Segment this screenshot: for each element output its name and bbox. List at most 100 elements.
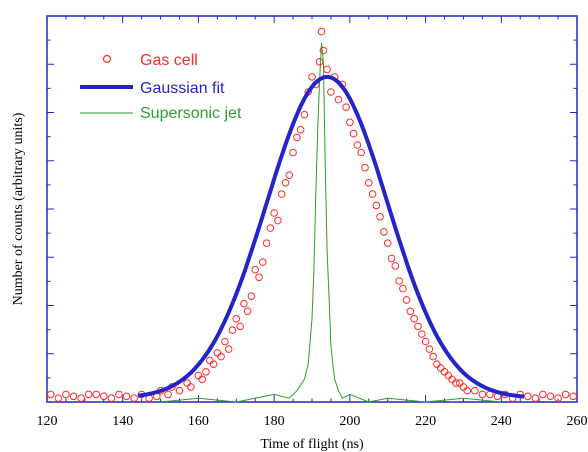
gas-cell-point [266, 224, 275, 232]
gas-cell-point [100, 392, 108, 401]
legend-label-gaussian-fit: Gaussian fit [140, 80, 225, 97]
gas-cell-point [319, 46, 328, 55]
gas-cell-point [539, 390, 547, 399]
gas-cell-point [164, 390, 172, 399]
gas-cell-point [228, 326, 237, 335]
gas-cell-point [349, 129, 358, 138]
gas-cell-point [554, 394, 562, 403]
gas-cell-point [463, 386, 472, 395]
gas-cell-point [425, 345, 434, 353]
gas-cell-point [368, 190, 377, 198]
gas-cell-point [387, 254, 396, 263]
x-tick-label: 160 [188, 414, 209, 429]
gas-cell-point [262, 239, 271, 247]
legend: Gas cell Gaussian fit Supersonic jet [80, 52, 242, 122]
x-tick-label: 260 [567, 414, 588, 429]
gas-cell-point [334, 95, 343, 104]
gas-cell-point [421, 337, 430, 346]
gas-cell-point [524, 392, 532, 401]
gas-cell-point [187, 383, 195, 391]
gas-cell-point [274, 216, 282, 225]
gas-cell-point [414, 322, 422, 331]
gas-cell-point [115, 390, 123, 399]
legend-label-gas-cell: Gas cell [140, 52, 198, 69]
gas-cell-point [281, 179, 290, 187]
gas-cell-point [84, 390, 93, 399]
gas-cell-point [452, 379, 460, 387]
gas-cell-point [455, 379, 464, 387]
gas-cell-point [383, 239, 392, 247]
gas-cell-point [406, 307, 415, 316]
series-line-gaussian-fit [137, 74, 525, 399]
gas-cell-point [376, 213, 384, 221]
gas-cell-point [365, 179, 373, 187]
gas-cell-point [429, 352, 437, 361]
gas-cell-point [259, 258, 267, 266]
gas-cell-point [217, 352, 225, 361]
gas-cell-point [546, 392, 555, 401]
gas-cell-point [317, 27, 326, 36]
gas-cell-point [270, 209, 278, 217]
gas-cell-point [399, 284, 407, 293]
gas-cell-point [395, 277, 403, 285]
gas-cell-point [361, 163, 369, 172]
gas-cell-point [410, 315, 419, 323]
gas-cell-point [308, 73, 316, 81]
gas-cell-point [107, 394, 116, 403]
gas-cell-point [92, 390, 100, 399]
gas-cell-point [418, 330, 426, 338]
gas-cell-point [569, 392, 578, 401]
gas-cell-point [531, 394, 540, 403]
x-axis-title: Time of flight (ns) [260, 437, 364, 452]
gas-cell-point [221, 337, 229, 346]
gas-cell-point [183, 379, 191, 387]
x-tick-labels: 120 140 160 180 200 220 240 260 [37, 414, 588, 429]
gas-cell-point [277, 190, 286, 198]
legend-marker-gas-cell [102, 54, 112, 64]
gas-cell-point [293, 133, 301, 142]
gas-cell-point [346, 118, 354, 127]
gas-cell-point [357, 148, 366, 157]
series-layer [47, 27, 578, 403]
gas-cell-point [69, 392, 78, 401]
gas-cell-point [391, 262, 400, 270]
gas-cell-point [47, 390, 55, 399]
gas-cell-point [459, 383, 468, 391]
x-tick-label: 220 [415, 414, 436, 429]
gas-cell-point [353, 141, 362, 149]
gas-cell-point [323, 65, 331, 74]
legend-label-supersonic-jet: Supersonic jet [140, 105, 242, 122]
axis-ticks [46, 16, 578, 402]
gas-cell-point [289, 148, 297, 157]
gas-cell-point [436, 364, 445, 372]
x-tick-label: 180 [264, 414, 285, 429]
gas-cell-point [478, 390, 487, 399]
gas-cell-point [213, 349, 222, 357]
gas-cell-point [198, 375, 206, 384]
gas-cell-point [194, 371, 203, 380]
gas-cell-point [402, 296, 411, 304]
gas-cell-point [315, 58, 324, 66]
gas-cell-point [236, 322, 244, 331]
gas-cell-point [224, 345, 233, 353]
gas-cell-point [122, 392, 131, 401]
gas-cell-point [77, 394, 85, 403]
gas-cell-point [175, 386, 184, 395]
gas-cell-point [444, 371, 453, 380]
x-tick-label: 140 [112, 414, 133, 429]
gas-cell-point [232, 315, 241, 323]
gas-cell-point [342, 103, 350, 111]
gas-cell-point [243, 307, 252, 316]
gas-cell-point [433, 360, 441, 369]
gas-cell-point [327, 88, 335, 96]
y-axis-title: Number of counts (arbitrary units) [11, 112, 26, 305]
gas-cell-point [130, 394, 138, 403]
gas-cell-point [251, 265, 259, 274]
gas-cell-point [240, 299, 248, 308]
gas-cell-point [300, 110, 309, 119]
gas-cell-point [62, 390, 70, 399]
gas-cell-point [372, 201, 381, 210]
gas-cell-point [285, 171, 294, 179]
gas-cell-point [202, 368, 210, 376]
gas-cell-point [440, 368, 449, 376]
